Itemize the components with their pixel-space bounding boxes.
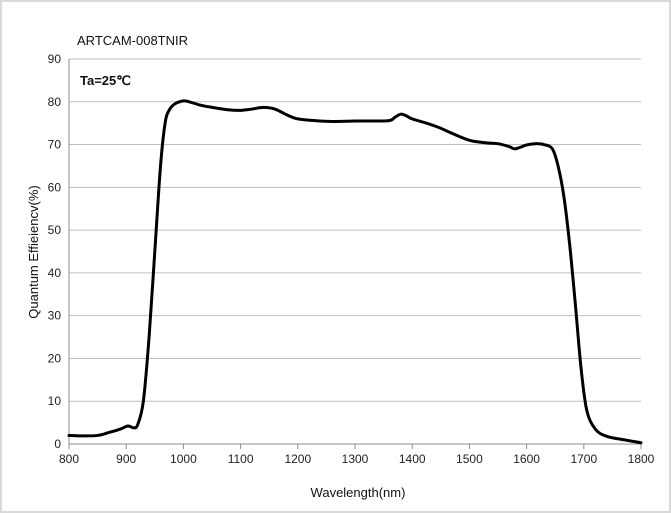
x-tick-labels: 800 900 1000 1100 1200 1300 1400 1500 1600 1700 18…	[59, 452, 655, 466]
x-tick-label: 1000	[170, 452, 197, 466]
y-tick-label: 80	[48, 95, 62, 109]
y-axis-title: Quantum Effieiencv(%)	[26, 185, 41, 318]
x-tick-label: 1600	[513, 452, 540, 466]
x-tick-label: 800	[59, 452, 79, 466]
y-tick-label: 70	[48, 138, 62, 152]
quantum-efficiency-curve	[67, 99, 643, 445]
x-tick-label: 1800	[628, 452, 655, 466]
y-tick-label: 40	[48, 266, 62, 280]
axes	[68, 59, 642, 449]
temperature-annotation: Ta=25℃	[80, 73, 131, 88]
y-tick-label: 10	[48, 394, 62, 408]
y-tick-label: 30	[48, 309, 62, 323]
x-tick-label: 1300	[342, 452, 369, 466]
chart-title: ARTCAM-008TNIR	[77, 33, 188, 48]
x-tick-label: 1200	[284, 452, 311, 466]
x-tick-label: 1500	[456, 452, 483, 466]
y-tick-label: 60	[48, 180, 62, 194]
x-axis-title: Wavelength(nm)	[311, 485, 406, 500]
x-tick-label: 1100	[228, 452, 254, 466]
y-tick-label: 0	[54, 437, 61, 451]
y-tick-label: 90	[48, 52, 62, 66]
x-tick-label: 900	[116, 452, 136, 466]
y-tick-label: 20	[48, 351, 62, 365]
x-tick-label: 1700	[570, 452, 597, 466]
y-tick-labels: 0 10 20 30 40 50 60 70 80 90	[48, 52, 62, 451]
y-tick-label: 50	[48, 223, 62, 237]
x-tick-label: 1400	[399, 452, 426, 466]
